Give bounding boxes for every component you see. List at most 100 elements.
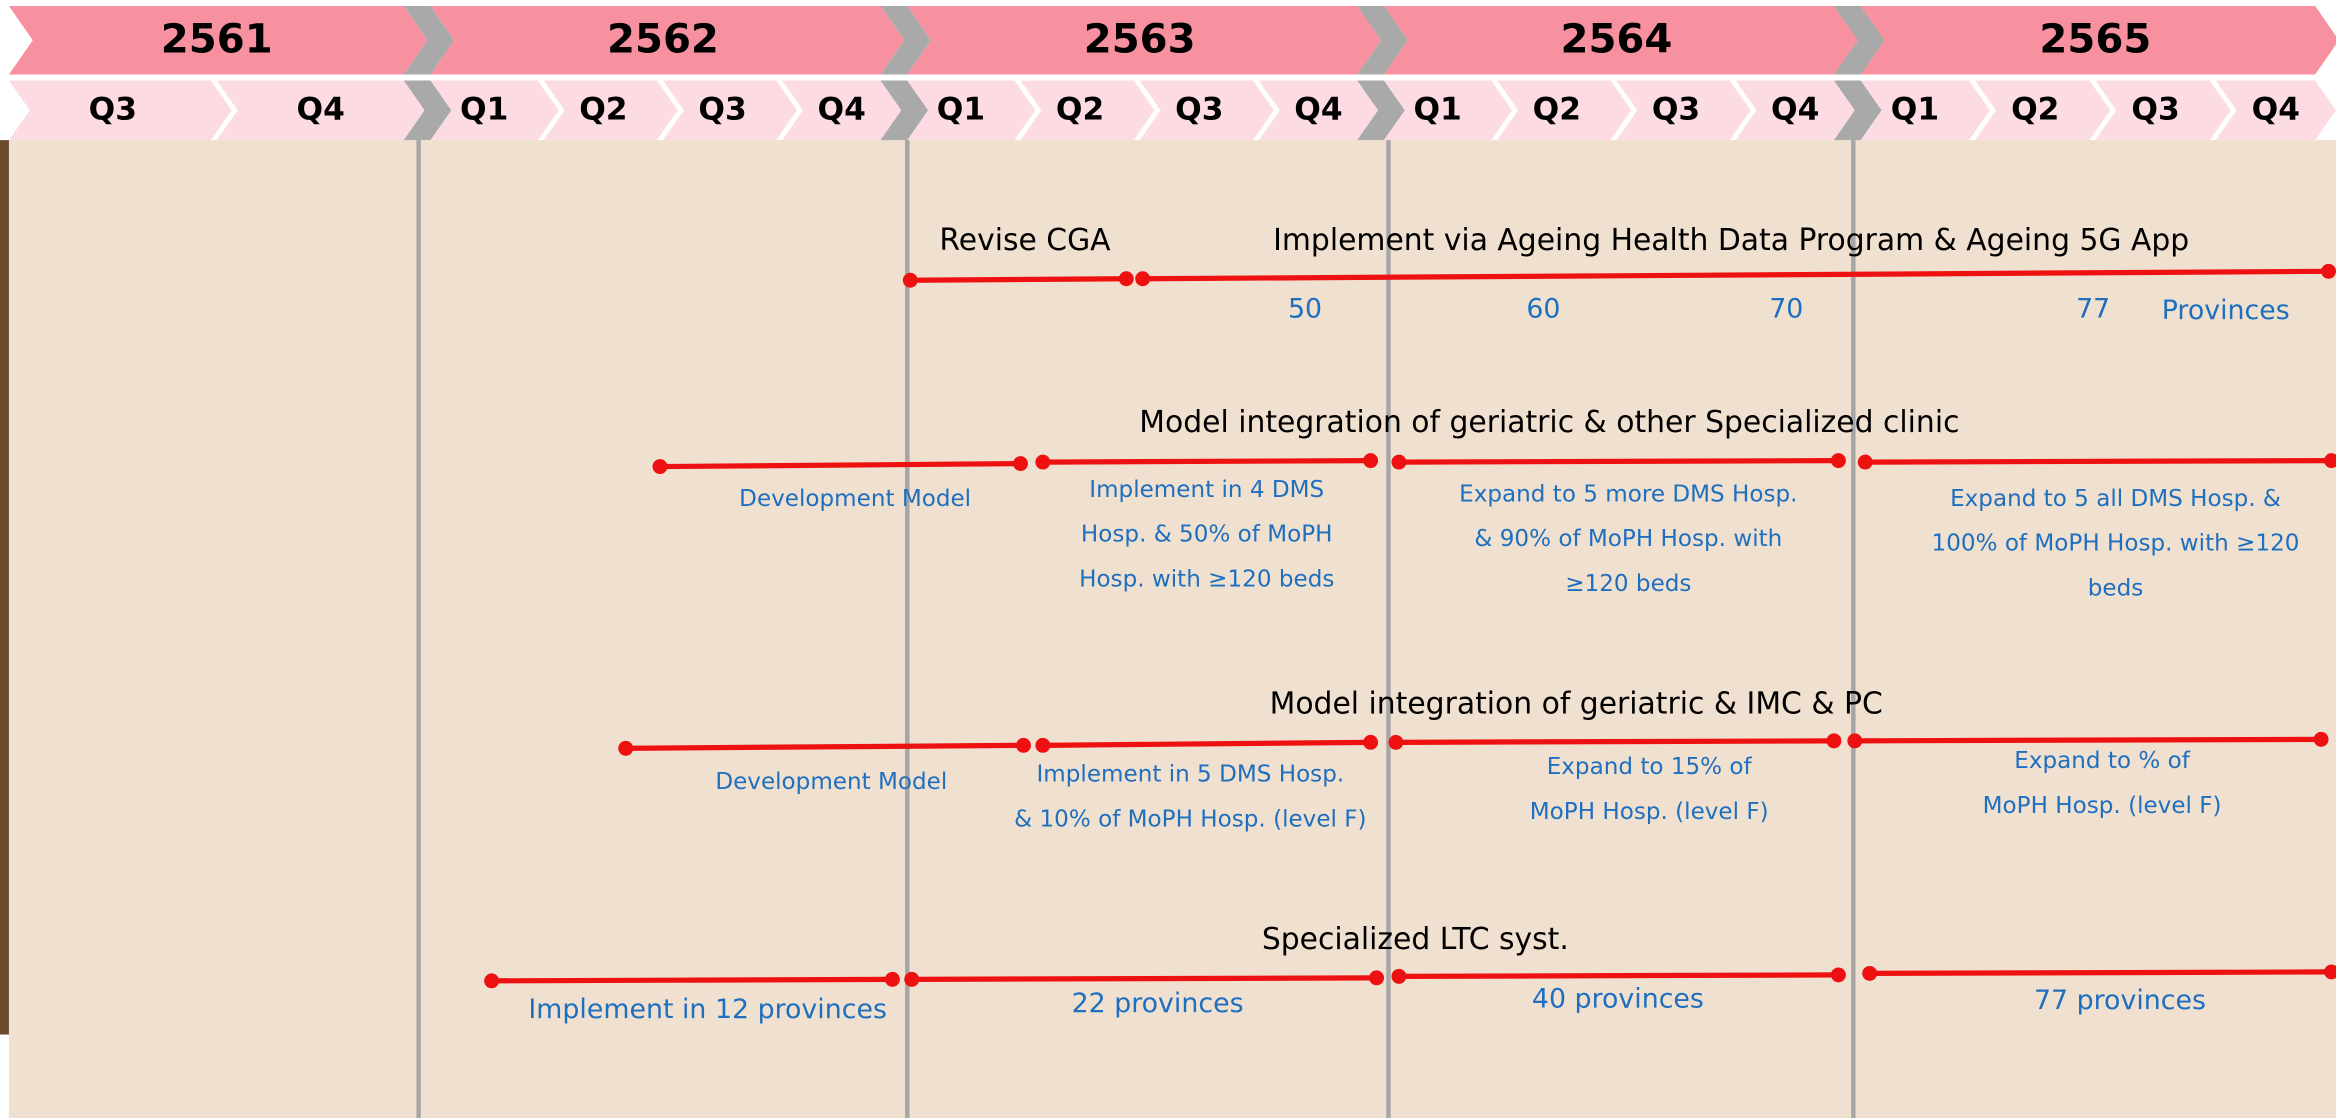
segment-end	[884, 971, 900, 987]
segment-label: Hosp. & 50% of MoPH	[1081, 522, 1333, 548]
quarter-band	[1258, 80, 1379, 141]
segment-start	[484, 973, 500, 989]
province-count: 50	[1288, 294, 1322, 325]
segment-end	[1826, 733, 1842, 749]
timeline-segment	[1865, 458, 2332, 465]
left-border	[0, 140, 9, 1035]
segment-start	[1388, 734, 1404, 750]
segment-label: & 90% of MoPH Hosp. with	[1474, 526, 1782, 552]
quarter-band	[1860, 80, 1990, 141]
segment-label: Hosp. with ≥120 beds	[1079, 566, 1334, 592]
timeline-segment	[1854, 736, 2322, 744]
quarter-band	[1497, 80, 1632, 141]
segment-label: ≥120 beds	[1565, 571, 1691, 597]
quarter-band	[216, 80, 425, 141]
quarter-label: Q3	[89, 91, 137, 127]
segment-end	[1830, 453, 1846, 469]
year-label: 2563	[1084, 17, 1196, 63]
quarter-band	[1975, 80, 2111, 141]
body-background	[8, 140, 2336, 1118]
segment-end	[1013, 456, 1028, 472]
quarter-label: Q3	[1652, 91, 1700, 127]
year-label: 2561	[161, 17, 273, 63]
segment-end	[2324, 964, 2336, 980]
quarter-label: Q2	[1056, 91, 1104, 127]
quarter-band	[2215, 80, 2336, 141]
timeline-segment	[1398, 458, 1839, 465]
timeline-segment	[625, 742, 1024, 751]
year-label: 2565	[2039, 17, 2151, 63]
quarter-label: Q4	[818, 91, 866, 127]
year-separator	[1357, 5, 1408, 75]
segment-start	[1135, 271, 1151, 287]
segment-label: & 10% of MoPH Hosp. (level F)	[1014, 806, 1366, 832]
segment-start	[1862, 965, 1878, 981]
segment-label: Revise CGA	[939, 223, 1111, 258]
province-unit: Provinces	[2162, 295, 2290, 326]
quarter-separator	[1357, 80, 1405, 141]
segment-label: Expand to 5 more DMS Hosp.	[1459, 481, 1797, 507]
year-label: 2562	[607, 17, 719, 63]
segment-label: Expand to % of	[2014, 748, 2190, 774]
segment-start	[1391, 968, 1407, 984]
quarter-band	[782, 80, 902, 141]
segment-start	[652, 459, 668, 475]
timeline-segment	[1042, 739, 1371, 748]
segment-start	[1035, 454, 1051, 470]
segment-end	[1363, 453, 1379, 469]
quarter-separator	[880, 80, 929, 141]
quarter-band	[430, 80, 559, 141]
segment-end	[2321, 263, 2336, 279]
province-count: 70	[1769, 294, 1803, 325]
segment-end	[1363, 734, 1379, 750]
year-label: 2564	[1560, 17, 1672, 63]
quarter-label: Q1	[1413, 91, 1461, 127]
segment-start	[618, 740, 634, 756]
quarter-label: Q1	[1891, 91, 1939, 127]
quarter-label: Q3	[2131, 91, 2179, 127]
segment-start	[1847, 733, 1863, 749]
segment-start	[1857, 454, 1873, 470]
segment-start	[1391, 454, 1407, 470]
province-count: 60	[1526, 294, 1560, 325]
quarter-label: Q3	[698, 91, 746, 127]
segment-label: Implement in 12 provinces	[528, 994, 887, 1025]
segment-label: Development Model	[715, 769, 947, 795]
row-title: Implement via Ageing Health Data Program…	[1273, 223, 2189, 258]
segment-start	[1035, 737, 1051, 753]
year-separator	[403, 5, 455, 75]
quarter-band	[2095, 80, 2231, 141]
timeline-segment	[1042, 458, 1371, 465]
segment-end	[1016, 737, 1031, 753]
segment-label: Expand to 15% of	[1547, 754, 1753, 780]
quarter-band	[1616, 80, 1751, 141]
segment-start	[902, 272, 918, 288]
quarter-label: Q2	[2011, 91, 2059, 127]
segment-label: Implement in 4 DMS	[1089, 477, 1324, 503]
quarter-label: Q4	[1771, 91, 1819, 127]
quarter-label: Q4	[297, 91, 345, 127]
timeline-segment	[910, 276, 1127, 283]
quarter-label: Q2	[1533, 91, 1581, 127]
segment-label: MoPH Hosp. (level F)	[1530, 799, 1769, 825]
quarter-band	[1020, 80, 1155, 141]
timeline-segment	[659, 460, 1021, 470]
segment-label: Expand to 5 all DMS Hosp. &	[1950, 486, 2281, 512]
quarter-label: Q4	[2252, 91, 2300, 127]
row-title: Model integration of geriatric & IMC & P…	[1270, 687, 1883, 722]
quarter-label: Q1	[460, 91, 508, 127]
quarter-label: Q2	[579, 91, 627, 127]
segment-label: 77 provinces	[2034, 985, 2206, 1016]
year-separator	[1833, 5, 1885, 75]
segment-label: beds	[2088, 575, 2144, 601]
quarter-separator	[403, 80, 452, 141]
quarter-band	[1139, 80, 1274, 141]
segment-label: Development Model	[739, 486, 971, 512]
segment-label: 100% of MoPH Hosp. with ≥120	[1932, 531, 2300, 557]
quarter-separator	[1833, 80, 1882, 141]
year-band	[907, 5, 1382, 75]
timeline-segment	[1142, 268, 2329, 282]
quarter-band	[662, 80, 798, 141]
